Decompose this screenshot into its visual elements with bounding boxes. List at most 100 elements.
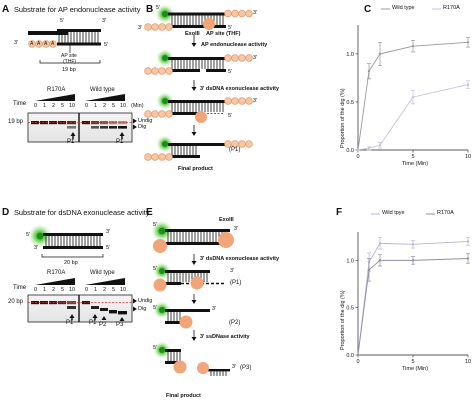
gel-a-wt-time-0: 0: [85, 103, 89, 109]
ap-site-label: AP site: [61, 53, 77, 59]
length-label-d: 20 bp: [64, 260, 78, 266]
panel-letter-f: F: [336, 207, 343, 218]
panel-d-substrate: [28, 224, 104, 258]
chart-c-xtick-label-2: 10: [465, 154, 471, 160]
chart-c-series-1-point-2: [378, 143, 382, 147]
step-dsdna-exonuclease-b: 3' dsDNA exonuclease activity: [200, 86, 280, 92]
gel-d-time-1: 1: [43, 287, 47, 293]
product-p3-e: (P3): [240, 365, 252, 371]
gel-d-time-label: Time: [13, 285, 27, 291]
panel-letter-b: B: [146, 4, 154, 15]
label-5prime-e4: 5': [153, 345, 158, 351]
label-3prime-e2: 3': [230, 268, 235, 274]
chart-c-series-0-point-2: [378, 52, 382, 56]
chart-f-series-1-point-1: [367, 268, 371, 272]
panel-letter-e: E: [146, 207, 153, 218]
exoiii-label-e: ExoIII: [219, 217, 234, 223]
length-bracket-a: [39, 60, 101, 64]
gel-d: [27, 278, 137, 323]
exoiii-label-b: ExoIII: [185, 31, 200, 37]
chart-f: 0 5 10 0.0 0.5 1.0: [346, 213, 471, 365]
chart-c-series-1-point-1: [367, 146, 371, 150]
gel-a-p1-right: P1: [116, 139, 124, 145]
gel-a-wt-time-3: 5: [112, 103, 116, 109]
final-product-e: Final product: [166, 393, 201, 399]
label-5prime-b1-bottom: 5': [228, 25, 233, 31]
gel-a-group-left: R170A: [47, 87, 66, 93]
chart-f-series-1-line: [357, 258, 469, 356]
gel-a-wt-time-2: 2: [103, 103, 107, 109]
wedge-wt-a: [85, 94, 125, 101]
gel-a-time-1: 1: [43, 103, 47, 109]
label-5prime-e2: 5': [153, 266, 158, 272]
chart-f-series-1-point-3: [411, 259, 415, 262]
gel-d-dig: Dig: [138, 306, 147, 312]
thf-label: (THF): [63, 59, 77, 65]
ap-site-label-b: AP site (THF): [206, 31, 241, 37]
gel-d-wt-time-1: 1: [94, 287, 98, 293]
gel-a-undig: Undig: [138, 118, 153, 124]
gel-d-arrows: [69, 298, 137, 321]
chart-f-ytick-label-1: 0.5: [346, 306, 354, 312]
label-3prime-d-bottom: 3': [34, 245, 39, 251]
wedge-r170a-a: [35, 94, 75, 101]
chart-c-ytick-label-2: 1.0: [346, 52, 354, 58]
panel-e-schematic: [151, 220, 234, 376]
label-5prime-b1: 5': [156, 5, 161, 11]
chart-c-xtick-label-0: 0: [356, 154, 359, 160]
chart-f-legend-0: Wild tpye: [382, 210, 405, 216]
label-5prime-a: 5': [60, 18, 65, 24]
dna-duplex-a: [57, 29, 101, 53]
gel-a-time-3: 5: [61, 103, 65, 109]
chart-c-series-0-point-4: [466, 41, 470, 44]
chart-f-series-0-point-4: [466, 240, 470, 243]
label-5prime-a-bottom: 5': [104, 42, 109, 48]
gel-a-dig: Dig: [138, 124, 147, 130]
panel-letter-a: A: [2, 4, 10, 15]
chart-c-ylabel: Proportion of the dig (%): [340, 88, 346, 148]
gel-d-time-0: 0: [34, 287, 38, 293]
chart-f-series-1-point-4: [466, 257, 470, 260]
label-5prime-e1: 5': [153, 222, 158, 228]
label-3prime-a-bottom: 3': [14, 40, 19, 46]
label-3prime-b3: 3': [253, 98, 258, 104]
gel-d-size-label: 20 bp: [8, 299, 24, 305]
final-product-b: Final product: [178, 166, 213, 172]
panel-d-title: Substrate for dsDNA exonuclease activity: [14, 208, 150, 217]
gel-d-group-right: Wild type: [90, 270, 115, 276]
label-3prime-d: 3': [106, 229, 111, 235]
step-ap-endonuclease: AP endonuclease activity: [201, 42, 268, 48]
flag-a-2: A: [37, 41, 41, 47]
gel-a-time-4: 10: [69, 103, 76, 109]
chart-c-series-0-point-1: [367, 69, 371, 73]
chart-f-series-1-point-0: [356, 353, 360, 357]
gel-d-wt-time-2: 2: [103, 287, 107, 293]
chart-c-xlabel: Time (Min): [402, 161, 429, 167]
label-5prime-d: 5': [26, 232, 31, 238]
gel-d-time-2: 2: [52, 287, 56, 293]
gel-a-time-unit: (Min): [131, 103, 144, 109]
flag-a-1: A: [30, 41, 34, 47]
gel-d-wt-time-0: 0: [85, 287, 89, 293]
label-3prime-b1-bottom: 3': [138, 25, 143, 31]
panel-a-title: Substrate for AP endonuclease activity: [14, 5, 141, 14]
gel-d-product-2: P2: [99, 322, 107, 328]
chart-c-ytick-label-0: 0.0: [346, 148, 354, 154]
gel-d-product-0: P1: [66, 320, 74, 326]
label-5prime-b2: 5': [228, 69, 233, 75]
label-3prime-e4: 3': [232, 364, 237, 370]
wedge-wt-d: [85, 278, 125, 285]
flag-a-3: A: [44, 41, 48, 47]
chart-c-legend-0: Wild type: [392, 5, 415, 11]
chart-f-series-0-point-2: [378, 242, 382, 245]
gel-a: [27, 94, 137, 143]
gel-a-time-0: 0: [34, 103, 38, 109]
chart-c-series-1-point-0: [356, 148, 360, 152]
step-dsdna-exonuclease-e: 3' dsDNA exonuclease activity: [200, 256, 280, 262]
chart-c-xtick-label-1: 5: [411, 154, 414, 160]
product-p1-e: (P1): [230, 280, 242, 286]
chart-f-series-0-point-3: [411, 243, 415, 246]
gel-a-time-2: 2: [52, 103, 56, 109]
gel-d-time-4: 10: [69, 287, 76, 293]
exoiii-enzyme-b1: [203, 18, 215, 30]
